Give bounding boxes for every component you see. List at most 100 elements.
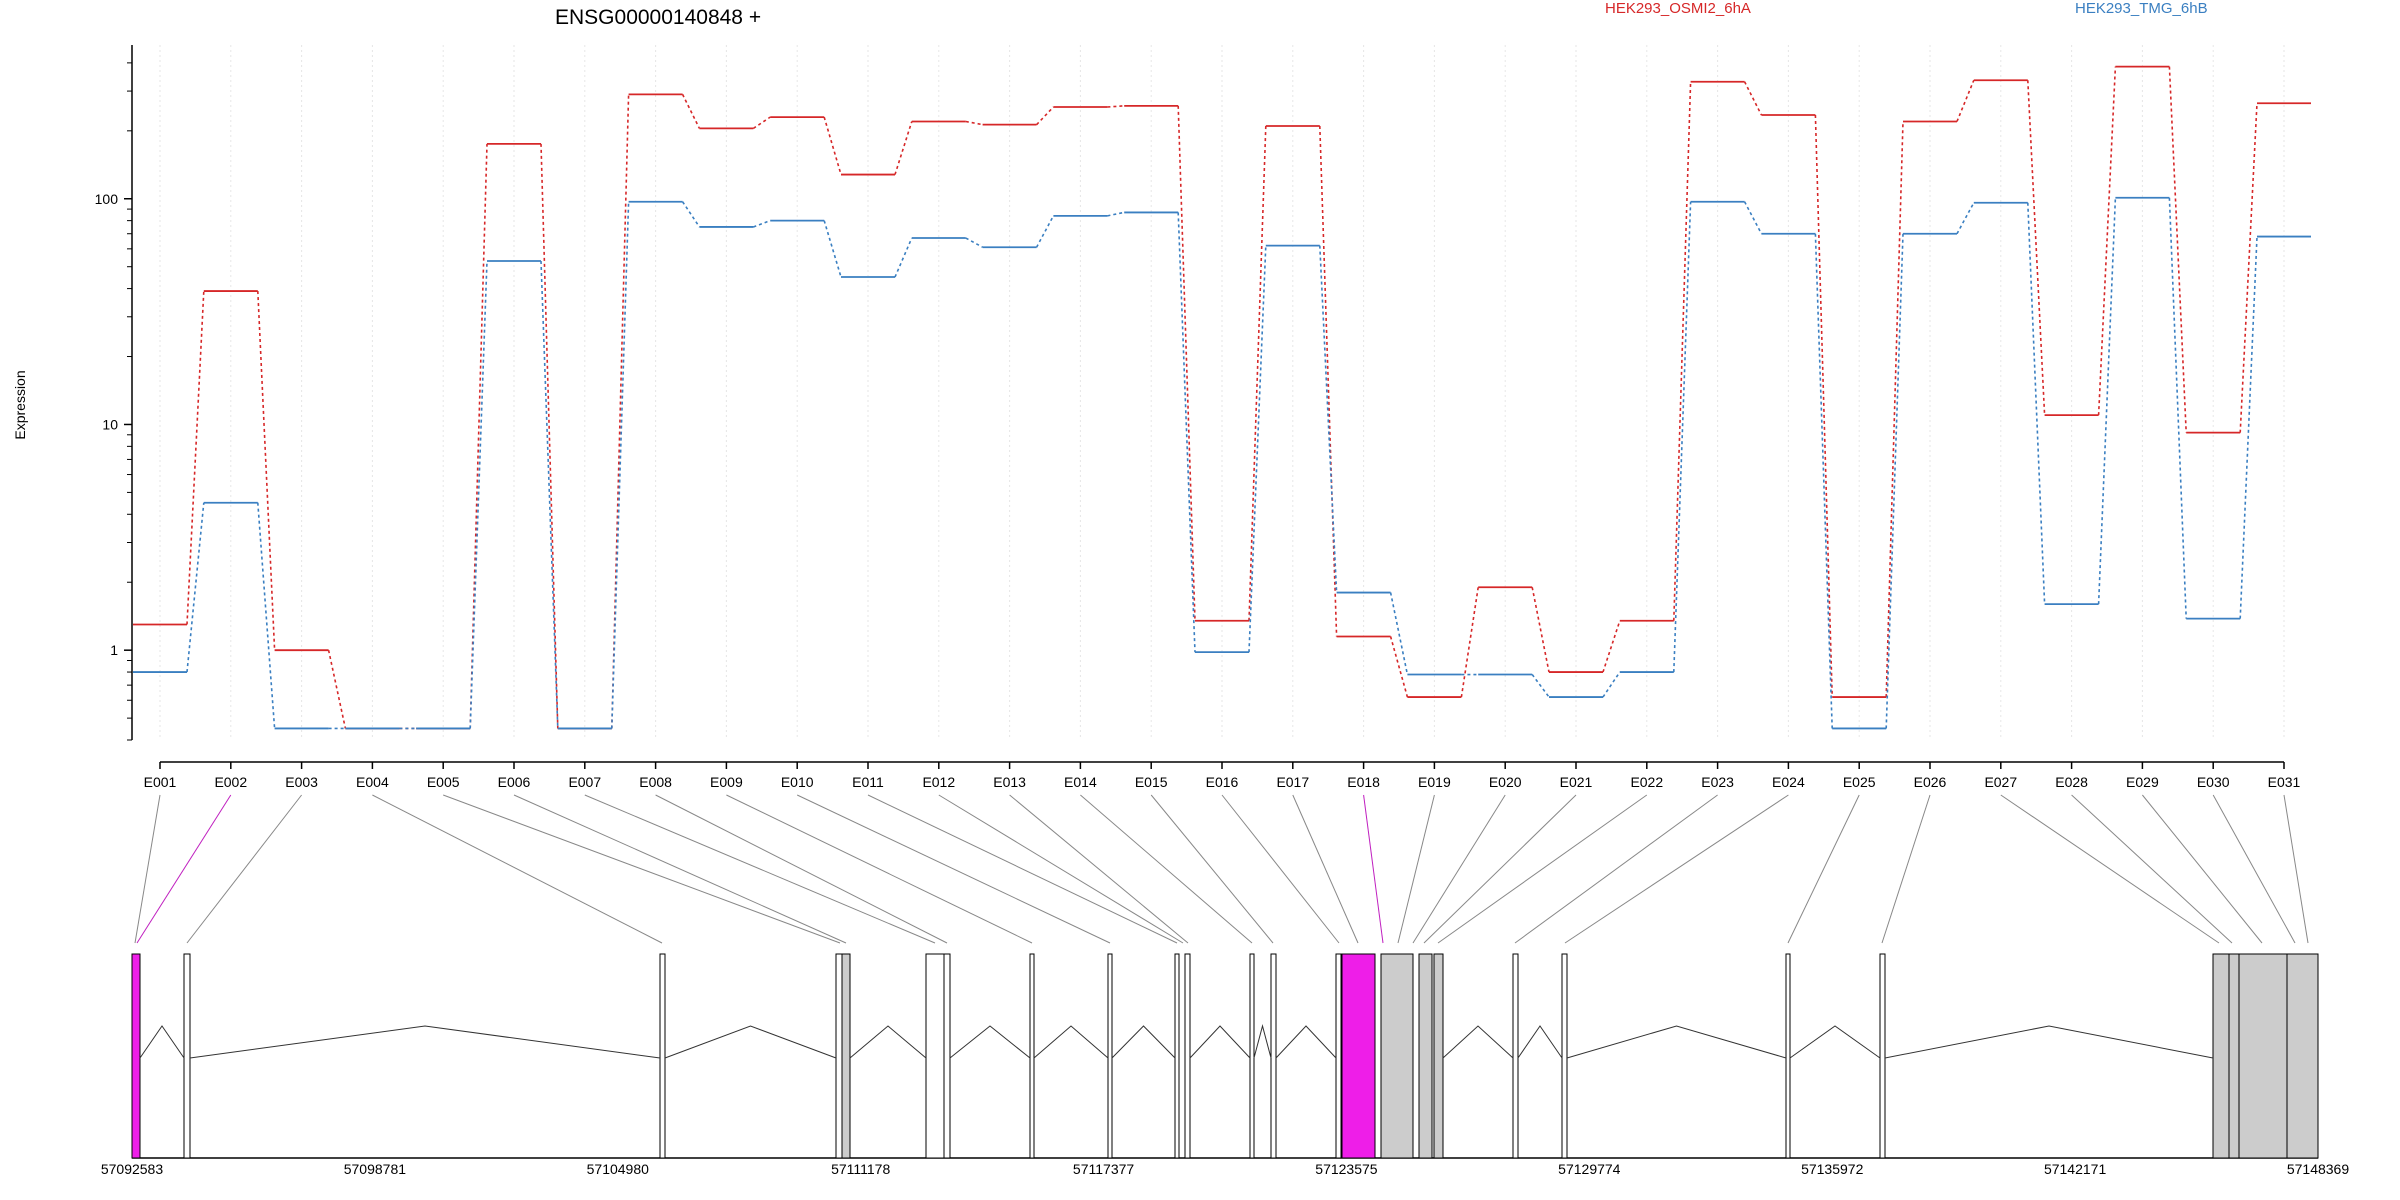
series-transition bbox=[1743, 201, 1763, 235]
exon-connector bbox=[1363, 794, 1384, 944]
x-tick-label: E023 bbox=[1701, 774, 1734, 790]
exon-box bbox=[1418, 953, 1433, 1159]
series-transition bbox=[965, 237, 983, 248]
series-transition bbox=[540, 143, 559, 729]
x-tick-label: E015 bbox=[1135, 774, 1168, 790]
gene-model: 57092583 57098781 57104980 57111178 57117377… bbox=[101, 953, 2350, 1177]
x-tick-label: E011 bbox=[852, 774, 884, 790]
series-transition bbox=[681, 94, 701, 129]
series-transition bbox=[1036, 106, 1054, 126]
series-transition bbox=[469, 260, 488, 729]
series-transition bbox=[540, 260, 559, 729]
intron-line bbox=[1111, 1025, 1176, 1059]
x-tick-label: E025 bbox=[1843, 774, 1876, 790]
series-transition bbox=[1743, 81, 1763, 116]
x-tick-label: E003 bbox=[285, 774, 318, 790]
x-tick-label: E029 bbox=[2126, 774, 2159, 790]
series-transition bbox=[753, 219, 771, 228]
x-tick-label: E026 bbox=[1914, 774, 1947, 790]
series-transition bbox=[186, 502, 205, 673]
exon-connector bbox=[2142, 794, 2263, 944]
exon-connector bbox=[1514, 794, 1718, 944]
series-transition bbox=[1248, 245, 1267, 653]
y-axis-label: Expression bbox=[12, 370, 28, 439]
series-transition bbox=[1107, 211, 1125, 217]
x-tick-label: E004 bbox=[356, 774, 389, 790]
series-transition bbox=[1673, 81, 1692, 621]
exon-box bbox=[2212, 953, 2230, 1159]
exon-connector bbox=[1881, 794, 1931, 944]
intron-line bbox=[1884, 1025, 2214, 1059]
coordinate-label: 57111178 bbox=[831, 1161, 890, 1177]
exon-box bbox=[1433, 953, 1444, 1159]
series-transition bbox=[1389, 636, 1409, 698]
exon-box bbox=[841, 953, 851, 1159]
series-transition bbox=[1814, 114, 1833, 698]
x-tick-label: E027 bbox=[1984, 774, 2017, 790]
exon-box bbox=[2238, 953, 2288, 1159]
grid-lines bbox=[159, 45, 2285, 740]
x-tick-label: E020 bbox=[1489, 774, 1522, 790]
series-transition bbox=[1885, 121, 1904, 698]
exon-connector bbox=[443, 794, 841, 944]
coordinate-label: 57148369 bbox=[2287, 1161, 2350, 1177]
x-tick-label: E031 bbox=[2268, 774, 2301, 790]
series-transition bbox=[1248, 126, 1267, 621]
series-transition bbox=[2239, 103, 2258, 433]
series-transition bbox=[257, 502, 276, 729]
exon-box bbox=[659, 953, 666, 1159]
series-transition bbox=[469, 143, 488, 729]
intron-line bbox=[664, 1025, 837, 1059]
intron-line bbox=[1275, 1025, 1337, 1059]
exon-connector bbox=[1292, 794, 1359, 944]
exon-connectors bbox=[134, 794, 2309, 944]
intron-line bbox=[1566, 1025, 1787, 1059]
exon-connector bbox=[1150, 794, 1274, 944]
series-transition bbox=[2027, 202, 2046, 605]
exon-box bbox=[1785, 953, 1791, 1159]
coordinate-label: 57092583 bbox=[101, 1161, 164, 1177]
series-transition bbox=[1035, 215, 1055, 248]
intron-line bbox=[139, 1025, 185, 1059]
series-transition bbox=[1389, 592, 1409, 675]
x-tick-label: E018 bbox=[1347, 774, 1380, 790]
exon-box bbox=[2286, 953, 2319, 1159]
x-tick-label: E021 bbox=[1560, 774, 1593, 790]
exon-connector bbox=[1787, 794, 1860, 944]
series-transition bbox=[1531, 587, 1550, 673]
x-tick-label: E010 bbox=[781, 774, 814, 790]
series-transition bbox=[1319, 126, 1338, 637]
exon-connector bbox=[186, 794, 302, 944]
series-transition bbox=[257, 291, 276, 651]
series-transition bbox=[1814, 233, 1833, 729]
x-tick-label: E005 bbox=[427, 774, 460, 790]
series-lines bbox=[133, 65, 2311, 730]
x-tick-label: E002 bbox=[214, 774, 247, 790]
exon-box bbox=[835, 953, 843, 1159]
series-transition bbox=[1956, 79, 1975, 122]
series-transition bbox=[327, 650, 347, 729]
exon-box bbox=[1270, 953, 1277, 1159]
x-tick-label: E028 bbox=[2055, 774, 2088, 790]
series-transition bbox=[1319, 245, 1338, 593]
x-tick-label: E017 bbox=[1276, 774, 1309, 790]
series-transition bbox=[611, 201, 630, 729]
intron-line bbox=[1442, 1025, 1514, 1059]
exon-connector bbox=[1221, 794, 1340, 944]
exon-box bbox=[183, 953, 191, 1159]
exon-connector bbox=[1437, 794, 1648, 944]
series-transition bbox=[2239, 236, 2258, 619]
exon-connector bbox=[372, 794, 663, 944]
exon-box bbox=[1341, 953, 1376, 1159]
x-tick-label: E009 bbox=[710, 774, 743, 790]
intron-line bbox=[1189, 1025, 1251, 1059]
exon-connector bbox=[1009, 794, 1189, 944]
exon-connector bbox=[136, 794, 232, 944]
exon-connector bbox=[2283, 794, 2309, 944]
axes: 1 10 100 E001 E002 E003 E004 E005 E006 E007 E008 E0… bbox=[95, 45, 2301, 790]
intron-line bbox=[189, 1025, 661, 1059]
series-transition bbox=[1885, 233, 1904, 729]
coordinate-label: 57098781 bbox=[344, 1161, 407, 1177]
series-transition bbox=[681, 201, 701, 228]
